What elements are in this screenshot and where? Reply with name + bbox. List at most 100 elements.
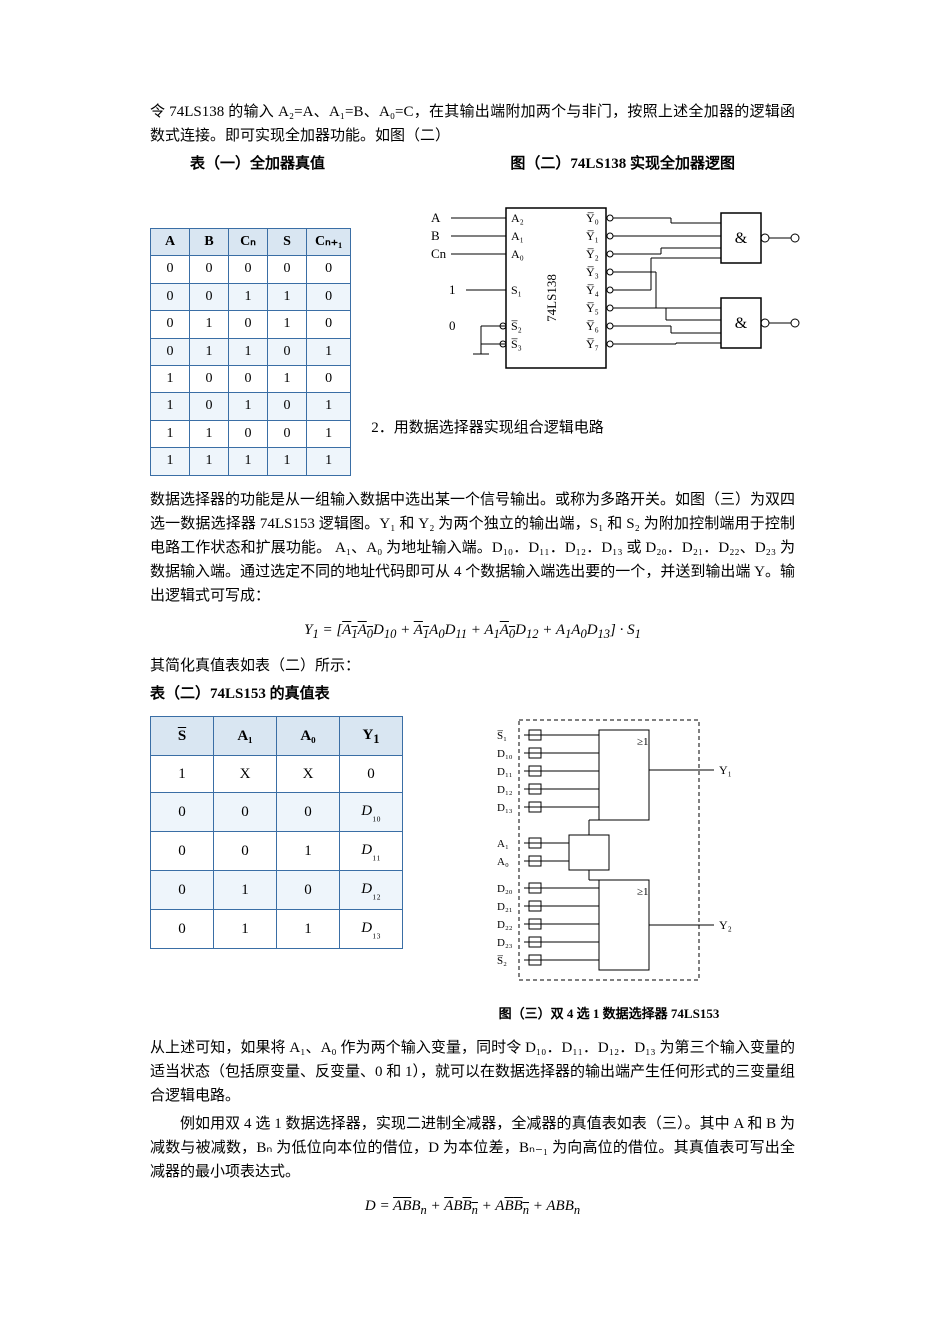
table1-cell: 0 — [307, 256, 351, 283]
svg-text:A₁: A₁ — [511, 229, 524, 243]
table1-cell: 1 — [229, 283, 268, 310]
table1-cell: 0 — [268, 420, 307, 447]
table2-cell: 0 — [277, 792, 340, 831]
table1-cell: 0 — [151, 311, 190, 338]
figure-74ls153: S̅₁D₁₀D₁₁D₁₂D₁₃ A₁A₀ D₂₀D₂₁D₂₂D₂₃S̅₂ ≥1 … — [479, 710, 739, 990]
table1-cell: 0 — [151, 338, 190, 365]
table2-cell: 0 — [151, 870, 214, 909]
table1-cell: 0 — [307, 311, 351, 338]
table1-cell: 0 — [307, 283, 351, 310]
table2-header: A₁ — [214, 716, 277, 755]
caption-table1: 表（一）全加器真值 — [190, 152, 325, 176]
table1-cell: 0 — [190, 393, 229, 420]
table1-cell: 0 — [268, 338, 307, 365]
svg-text:D₁₁: D₁₁ — [497, 766, 513, 778]
svg-text:1: 1 — [449, 282, 456, 297]
svg-text:A₁: A₁ — [497, 838, 509, 850]
table2-cell: D₁₁ — [340, 831, 403, 870]
table1-cell: 1 — [190, 420, 229, 447]
table2-cell: 1 — [151, 755, 214, 792]
table1-cell: 1 — [151, 448, 190, 475]
table2-cell: 1 — [277, 909, 340, 948]
table2-cell: 0 — [277, 870, 340, 909]
table2-cell: D₁₀ — [340, 792, 403, 831]
table1-cell: 0 — [190, 365, 229, 392]
svg-text:S̅₂: S̅₂ — [497, 955, 507, 967]
svg-text:Y̅₄: Y̅₄ — [586, 283, 599, 297]
svg-text:Y̅₂: Y̅₂ — [586, 247, 599, 261]
svg-text:S₁: S₁ — [511, 283, 522, 297]
table2-cell: X — [277, 755, 340, 792]
table1-header: S — [268, 229, 307, 256]
caption-figure3: 图（三）双 4 选 1 数据选择器 74LS153 — [423, 1004, 795, 1025]
svg-text:Y̅₁: Y̅₁ — [586, 229, 599, 243]
svg-text:D₂₃: D₂₃ — [497, 937, 513, 949]
truth-table-2: SA₁A₀Y1 1XX0000D₁₀001D₁₁010D₁₂011D₁₃ — [150, 716, 403, 949]
table1-cell: 0 — [229, 256, 268, 283]
svg-text:D₂₂: D₂₂ — [497, 919, 513, 931]
table1-header: B — [190, 229, 229, 256]
table1-cell: 1 — [268, 311, 307, 338]
table1-cell: 1 — [151, 393, 190, 420]
table1-cell: 1 — [307, 448, 351, 475]
svg-text:D₁₃: D₁₃ — [497, 802, 513, 814]
table2-cell: X — [214, 755, 277, 792]
table2-cell: 1 — [277, 831, 340, 870]
svg-text:A₂: A₂ — [511, 211, 524, 225]
figure-74ls138: 74LS138 AA₂BA₁CnA₀1S₁0S̅₂S̅₃ Y̅₀Y̅₁Y̅₂Y̅… — [411, 188, 801, 388]
paragraph-3: 从上述可知，如果将 A₁、A₀ 作为两个输入变量，同时令 D₁₀．D₁₁．D₁₂… — [150, 1036, 795, 1108]
table1-cell: 0 — [307, 365, 351, 392]
table1-cell: 0 — [190, 283, 229, 310]
table2-cell: 0 — [340, 755, 403, 792]
svg-text:Cn: Cn — [431, 246, 447, 261]
table1-cell: 0 — [229, 311, 268, 338]
svg-text:≥1: ≥1 — [637, 886, 649, 898]
table1-cell: 0 — [229, 365, 268, 392]
table2-cell: 1 — [214, 909, 277, 948]
svg-text:Y̅₅: Y̅₅ — [586, 301, 599, 315]
table1-cell: 1 — [229, 338, 268, 365]
table1-header: Cₙ₊₁ — [307, 229, 351, 256]
caption-figure2: 图（二）74LS138 实现全加器逻图 — [510, 152, 735, 176]
table1-cell: 1 — [268, 448, 307, 475]
svg-text:A₀: A₀ — [497, 856, 509, 868]
svg-text:Y̅₀: Y̅₀ — [586, 211, 599, 225]
table1-cell: 0 — [268, 393, 307, 420]
svg-text:0: 0 — [449, 318, 456, 333]
table1-cell: 1 — [190, 448, 229, 475]
table1-cell: 1 — [229, 448, 268, 475]
table1-cell: 1 — [268, 283, 307, 310]
row-table1-figure2: ABCₙSCₙ₊₁ 000000011001010011011001010101… — [150, 188, 795, 476]
svg-text:S̅₂: S̅₂ — [511, 319, 522, 333]
equation-d: D = ABBn + ABBn + ABBn + ABBn — [150, 1194, 795, 1220]
table2-header: A₀ — [277, 716, 340, 755]
svg-text:D₂₀: D₂₀ — [497, 883, 513, 895]
table1-cell: 0 — [151, 283, 190, 310]
table1-cell: 1 — [229, 393, 268, 420]
intro-paragraph: 令 74LS138 的输入 A₂=A、A₁=B、A₀=C，在其输出端附加两个与非… — [150, 100, 795, 148]
table2-header: S — [151, 716, 214, 755]
caption-row-1: 表（一）全加器真值 图（二）74LS138 实现全加器逻图 — [150, 152, 795, 176]
svg-text:D₁₂: D₁₂ — [497, 784, 513, 796]
svg-text:D₁₀: D₁₀ — [497, 748, 513, 760]
table2-cell: 0 — [151, 792, 214, 831]
table2-cell: 0 — [214, 831, 277, 870]
svg-text:B: B — [431, 228, 440, 243]
table1-cell: 1 — [190, 311, 229, 338]
svg-text:S̅₁: S̅₁ — [497, 730, 507, 742]
table1-cell: 1 — [151, 365, 190, 392]
table1-cell: 0 — [229, 420, 268, 447]
table1-cell: 0 — [190, 256, 229, 283]
svg-text:S̅₃: S̅₃ — [511, 337, 522, 351]
paragraph-4: 例如用双 4 选 1 数据选择器，实现二进制全减器，全减器的真值表如表（三）。其… — [150, 1112, 795, 1184]
svg-text:Y̅₆: Y̅₆ — [586, 319, 599, 333]
svg-text:D₂₁: D₂₁ — [497, 901, 513, 913]
svg-text:≥1: ≥1 — [637, 736, 649, 748]
table2-header: Y1 — [340, 716, 403, 755]
truth-table-1: ABCₙSCₙ₊₁ 000000011001010011011001010101… — [150, 228, 351, 476]
table2-cell: 0 — [151, 831, 214, 870]
table1-header: A — [151, 229, 190, 256]
section2-title: 2．用数据选择器实现组合逻辑电路 — [371, 420, 604, 436]
table2-cell: D₁₃ — [340, 909, 403, 948]
paragraph-2b: 其简化真值表如表（二）所示： — [150, 654, 795, 678]
